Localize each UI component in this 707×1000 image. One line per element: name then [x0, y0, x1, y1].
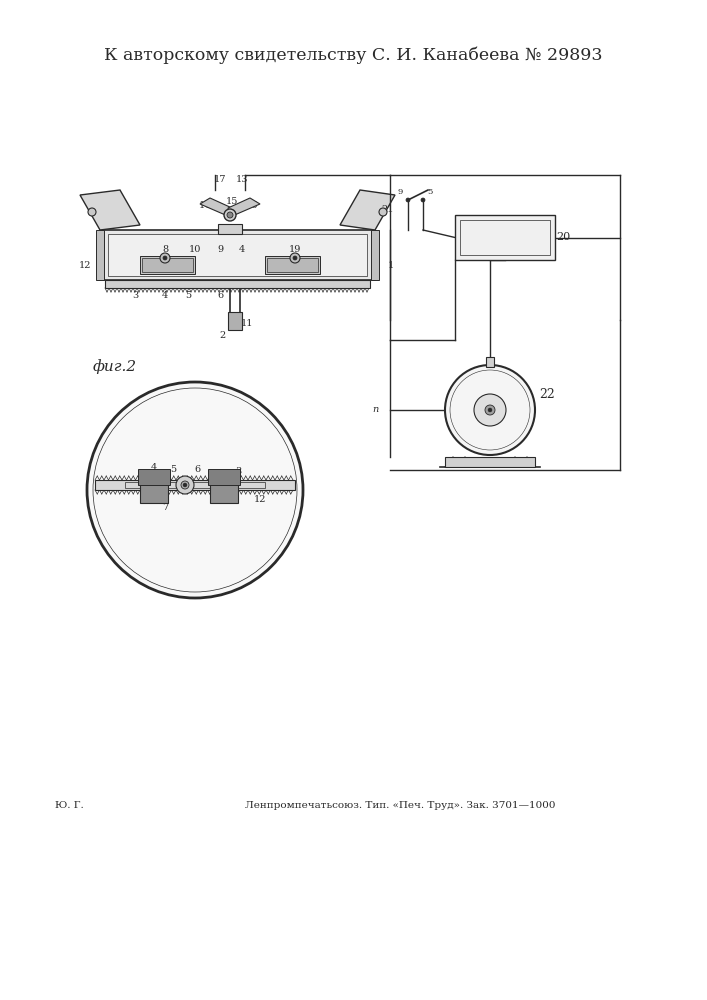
Circle shape: [163, 256, 167, 260]
Text: 4: 4: [162, 292, 168, 300]
Bar: [210, 481, 238, 503]
Circle shape: [421, 198, 425, 202]
Bar: [460, 220, 550, 255]
Bar: [142, 258, 193, 272]
Text: 13: 13: [235, 176, 248, 184]
Bar: [100, 230, 375, 280]
Bar: [140, 256, 195, 274]
Polygon shape: [80, 190, 140, 230]
Circle shape: [181, 481, 189, 489]
Text: 17: 17: [214, 176, 226, 184]
Text: 6: 6: [194, 464, 200, 474]
Text: 5: 5: [427, 188, 433, 196]
Text: 4: 4: [239, 245, 245, 254]
Text: 7: 7: [162, 502, 168, 512]
Text: 20: 20: [556, 232, 570, 242]
Bar: [208, 469, 240, 485]
Circle shape: [87, 382, 303, 598]
Circle shape: [176, 476, 194, 494]
Bar: [108, 234, 367, 276]
Bar: [371, 230, 379, 280]
Polygon shape: [340, 190, 395, 230]
Circle shape: [290, 253, 300, 263]
Bar: [486, 357, 494, 367]
Bar: [105, 280, 370, 288]
Text: 11: 11: [241, 318, 253, 328]
Text: 12: 12: [78, 260, 91, 269]
Circle shape: [293, 256, 297, 260]
Circle shape: [406, 198, 410, 202]
Text: 9: 9: [217, 245, 223, 254]
Polygon shape: [200, 198, 232, 217]
Circle shape: [160, 253, 170, 263]
Text: 21: 21: [382, 206, 395, 215]
Text: 12: 12: [254, 494, 267, 504]
Text: n: n: [372, 406, 378, 414]
Text: фиг.2: фиг.2: [93, 360, 137, 374]
Text: 4: 4: [151, 462, 157, 472]
Text: 5: 5: [170, 464, 176, 474]
Text: фиг.1: фиг.1: [468, 233, 512, 247]
Text: К авторскому свидетельству С. И. Канабеева № 29893: К авторскому свидетельству С. И. Канабее…: [104, 46, 602, 64]
Bar: [95, 480, 295, 490]
Text: 10: 10: [189, 245, 201, 254]
Text: 15: 15: [226, 198, 238, 207]
Text: Ленпромпечатьсоюз. Тип. «Печ. Труд». Зак. 3701—1000: Ленпромпечатьсоюз. Тип. «Печ. Труд». Зак…: [245, 800, 555, 810]
Bar: [455, 215, 555, 260]
Circle shape: [485, 405, 495, 415]
Bar: [140, 481, 168, 503]
Bar: [267, 258, 318, 272]
Bar: [228, 312, 242, 330]
Bar: [445, 457, 535, 467]
Circle shape: [379, 208, 387, 216]
Text: 16: 16: [246, 200, 258, 210]
Bar: [218, 224, 242, 234]
Circle shape: [224, 209, 236, 221]
Text: 8: 8: [162, 245, 168, 254]
Bar: [125, 482, 265, 488]
Text: 5: 5: [185, 292, 191, 300]
Text: Ю. Г.: Ю. Г.: [55, 800, 83, 810]
Polygon shape: [228, 198, 260, 217]
Bar: [265, 256, 320, 274]
Circle shape: [445, 365, 535, 455]
Text: 9: 9: [397, 188, 403, 196]
Text: 1: 1: [388, 260, 394, 269]
Circle shape: [474, 394, 506, 426]
Circle shape: [88, 208, 96, 216]
Text: 6: 6: [217, 292, 223, 300]
Text: 22: 22: [539, 388, 555, 401]
Text: 3: 3: [235, 466, 241, 476]
Bar: [138, 469, 170, 485]
Circle shape: [488, 408, 492, 412]
Bar: [96, 230, 104, 280]
Text: 3: 3: [132, 292, 138, 300]
Circle shape: [183, 483, 187, 487]
Text: 14: 14: [199, 200, 211, 210]
Circle shape: [227, 212, 233, 218]
Text: 19: 19: [289, 245, 301, 254]
Text: 2: 2: [220, 330, 226, 340]
